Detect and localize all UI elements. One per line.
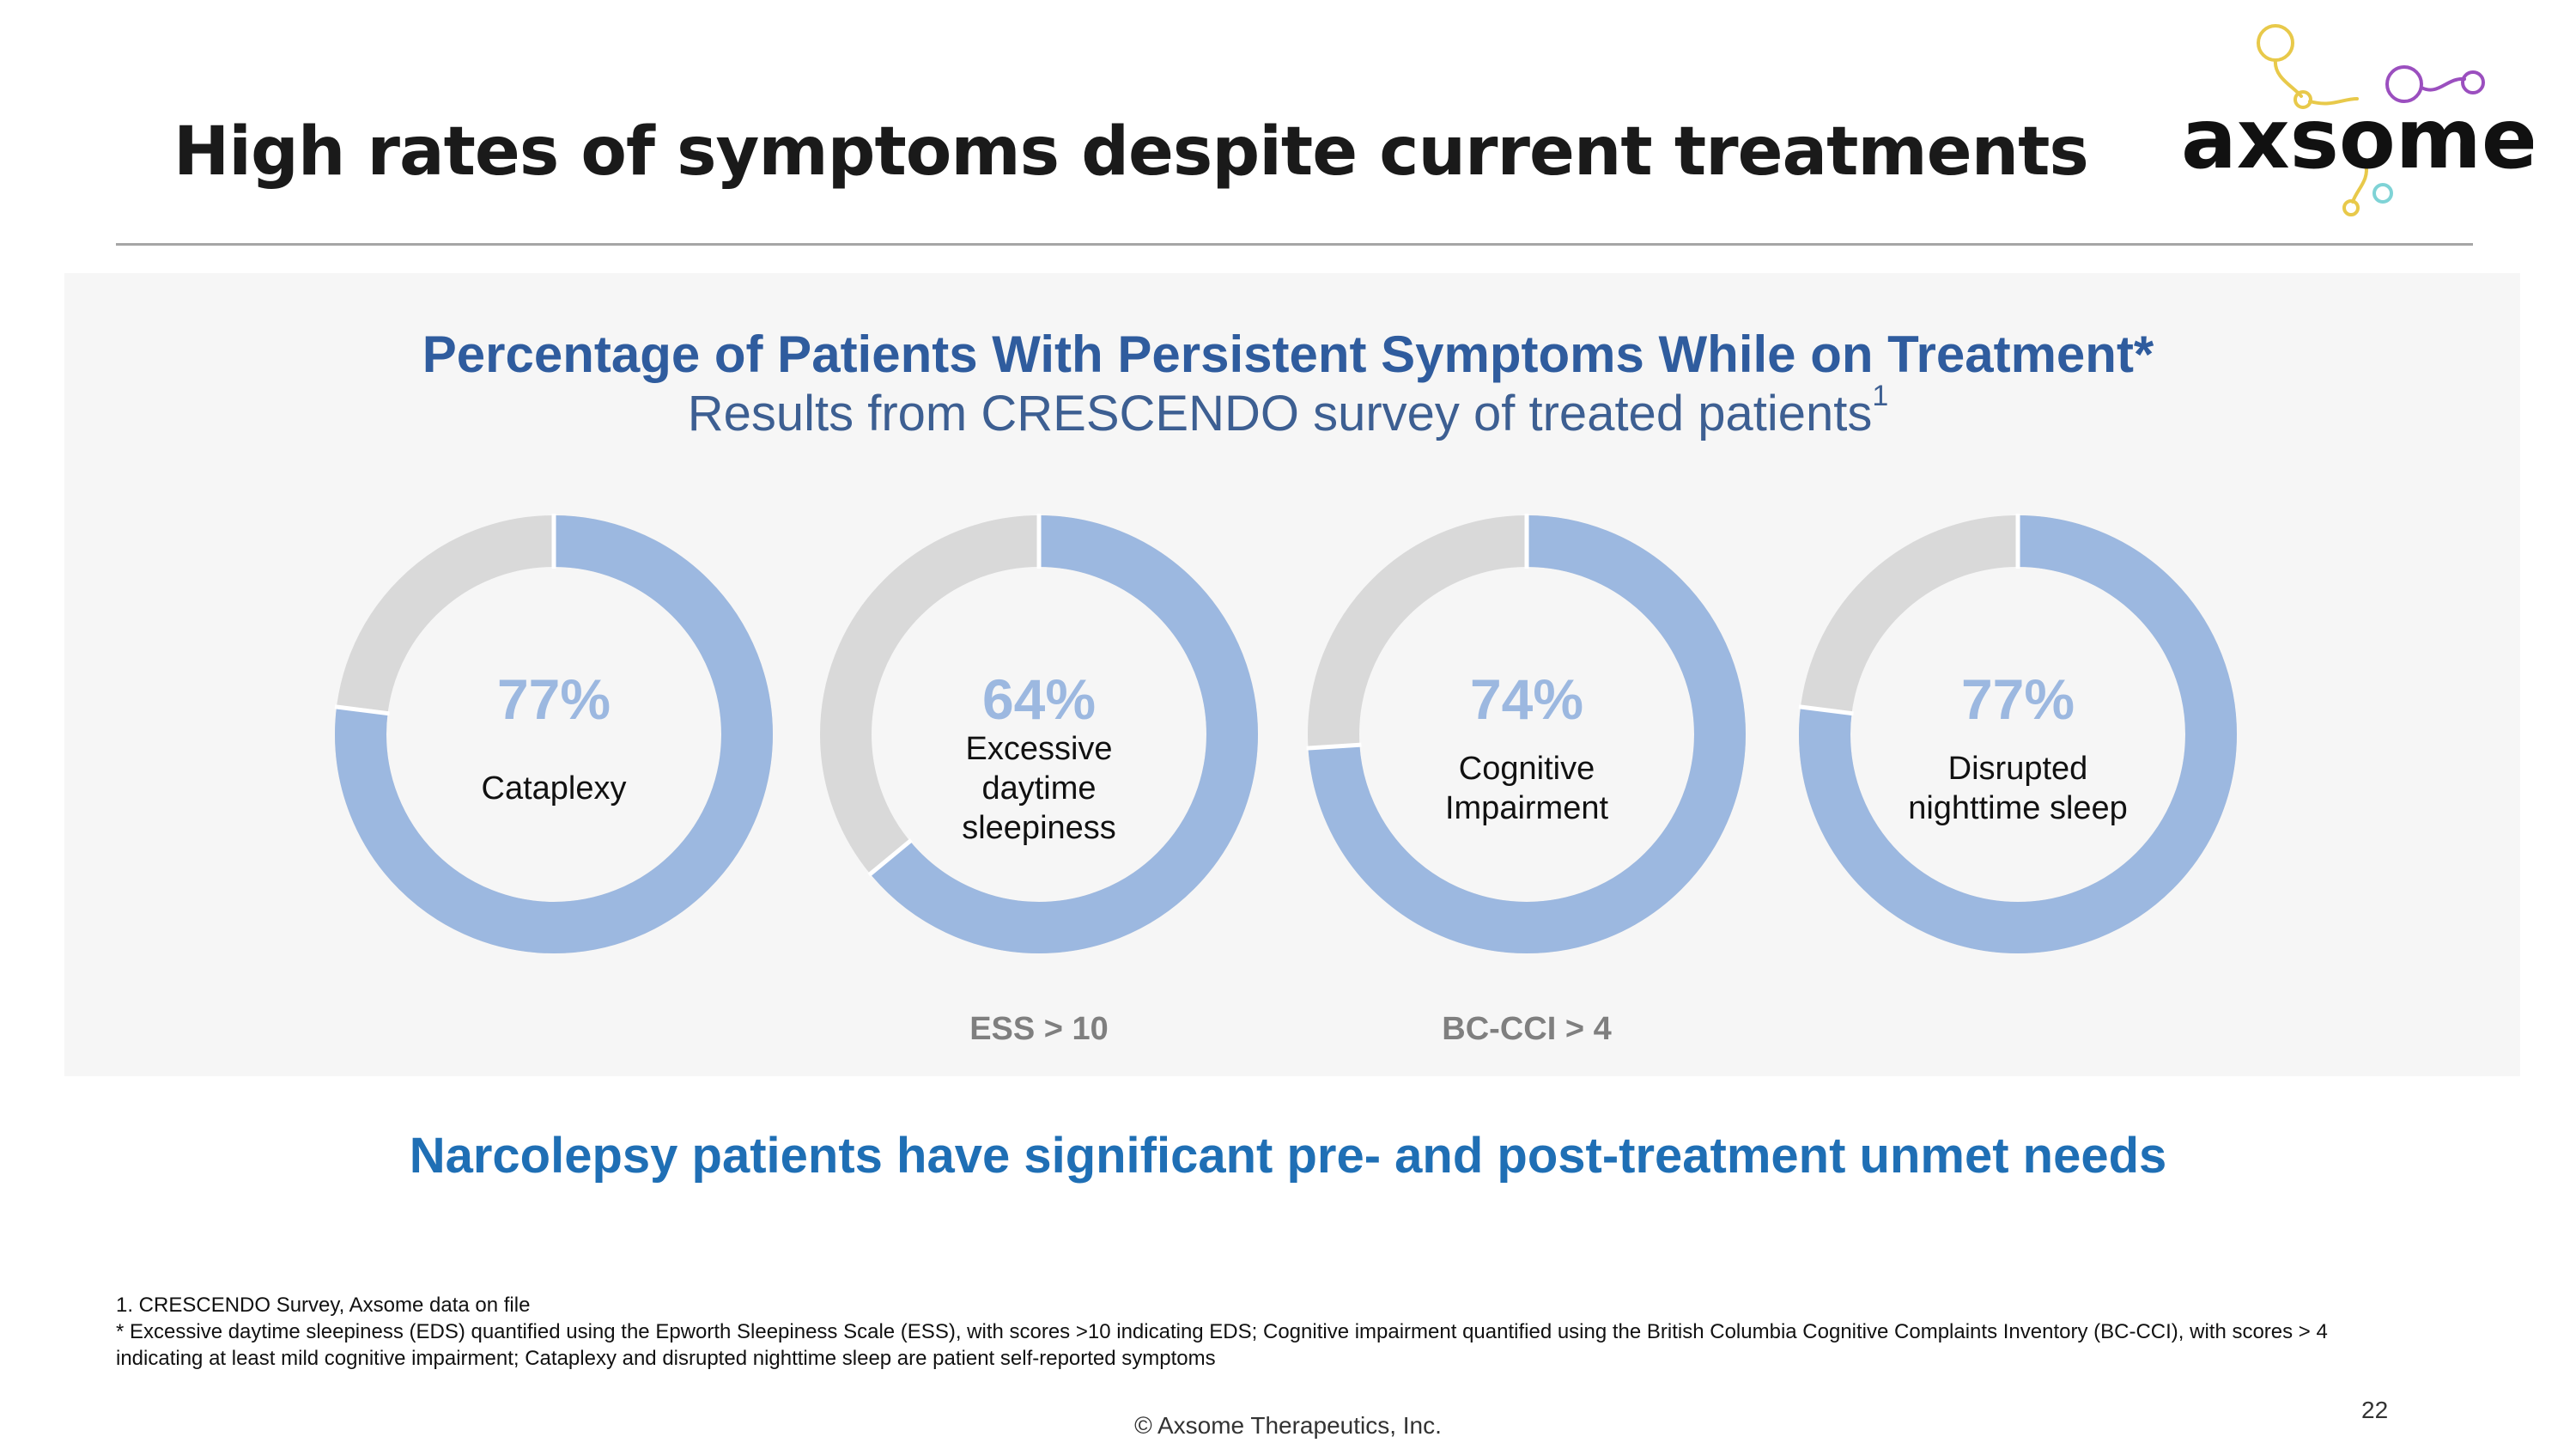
copyright: © Axsome Therapeutics, Inc. <box>1134 1412 1442 1439</box>
footnote-2: * Excessive daytime sleepiness (EDS) qua… <box>116 1320 2328 1343</box>
donut-category-label: nighttime sleep <box>1908 790 2128 826</box>
donut-charts: 77% Cataplexy 64%Excessivedaytimesleepines… <box>334 514 2237 1047</box>
donut-category-label: daytime <box>981 770 1096 807</box>
donut-category-label: Cataplexy <box>482 770 627 807</box>
donut-criteria-note: BC-CCI > 4 <box>1442 1011 1611 1047</box>
chart-panel <box>64 273 2520 1076</box>
slide-title: High rates of symptoms despite current t… <box>173 113 2089 191</box>
donut-category-label: Cognitive <box>1459 751 1595 787</box>
donut-divider-end <box>1798 704 1854 716</box>
donut-divider-end <box>867 838 913 877</box>
takeaway-text: Narcolepsy patients have significant pre… <box>409 1128 2167 1184</box>
page-number: 22 <box>2361 1397 2389 1423</box>
axsome-logo: axsome <box>2181 24 2533 216</box>
title-divider <box>116 243 2473 246</box>
donut-divider-end <box>1306 742 1362 751</box>
footnote-3: indicating at least mild cognitive impai… <box>116 1347 1216 1370</box>
donut-1: 77% Cataplexy <box>334 514 773 953</box>
chart-subtitle: Results from CRESCENDO survey of treated… <box>0 380 2576 442</box>
chart-title: Percentage of Patients With Persistent S… <box>422 326 2154 383</box>
donut-category-label: sleepiness <box>962 810 1116 846</box>
footnote-1: 1. CRESCENDO Survey, Axsome data on file <box>116 1294 531 1317</box>
donut-divider-end <box>334 704 390 716</box>
donut-category-label: Impairment <box>1445 790 1608 826</box>
chart-subtitle-footnote-ref: 1 <box>1872 380 1889 412</box>
donut-category-label: Excessive <box>965 731 1112 767</box>
donut-percentage-label: 77% <box>1961 667 2075 731</box>
logo-wordmark: axsome <box>2181 91 2533 187</box>
donut-percentage-label: 77% <box>497 667 611 731</box>
donut-percentage-label: 74% <box>1470 667 1583 731</box>
donut-criteria-note: ESS > 10 <box>969 1011 1109 1047</box>
donut-category-label: Disrupted <box>1948 751 2088 787</box>
chart-subtitle-text: Results from CRESCENDO survey of treated… <box>687 386 1873 441</box>
donut-percentage-label: 64% <box>982 667 1096 731</box>
